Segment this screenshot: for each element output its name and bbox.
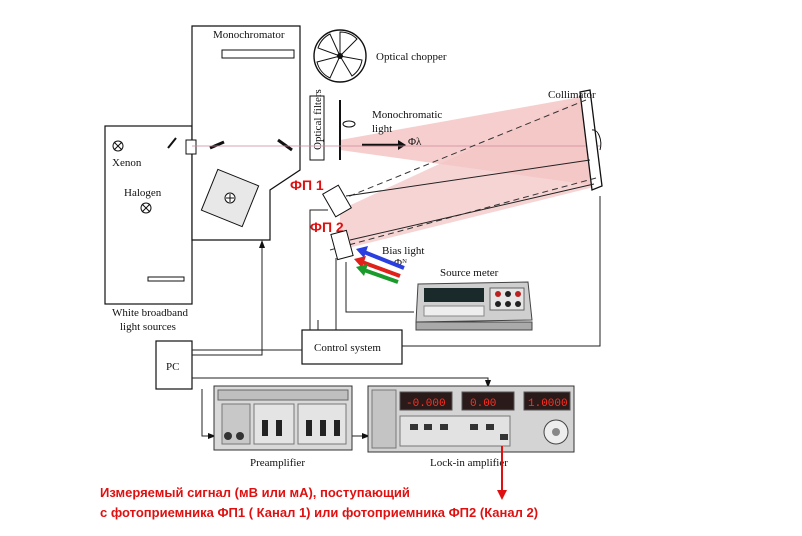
monochromatic-light-label-2: light [372, 123, 392, 135]
connection-wires [192, 196, 601, 439]
solid-path-fp1 [345, 159, 591, 197]
white-light-label-2: light sources [120, 321, 176, 333]
bias-arrow-blue [363, 250, 405, 270]
optical-filters [309, 95, 325, 161]
caption-line-1: Измеряемый сигнал (мВ или мА), поступающ… [100, 485, 410, 500]
lockin-display-2: 0.00 [470, 398, 496, 410]
fp2-detector [330, 229, 354, 261]
source-meter-label: Source meter [440, 267, 499, 279]
white-light-label-1: White broadband [112, 307, 189, 319]
source-mirror-1 [167, 137, 177, 149]
source-meter-device [415, 281, 533, 331]
control-system-label: Control system [314, 342, 381, 354]
mono-mirror-top [221, 49, 295, 59]
monochromator-label: Monochromator [213, 29, 285, 41]
bias-arrow-green [363, 268, 399, 284]
lockin-display-3: 1.0000 [528, 398, 568, 410]
collimator-label: Collimator [548, 89, 596, 101]
dashed-path-1 [339, 99, 587, 201]
lockin-label: Lock-in amplifier [430, 457, 508, 469]
bias-light-label: Bias light [382, 245, 424, 257]
monochromator-entrance-slit [185, 139, 197, 155]
halogen-label: Halogen [124, 187, 162, 199]
optical-chopper-label: Optical chopper [376, 51, 447, 63]
lockin-device [367, 385, 575, 453]
source-mirror-base [147, 276, 185, 282]
chopper-lens [342, 120, 356, 128]
control-system-box [301, 329, 403, 365]
light-source-box [104, 125, 193, 305]
reflected-beam [340, 96, 598, 250]
monochromatic-light-label-1: Monochromatic [372, 109, 442, 121]
pc-box [155, 340, 193, 390]
caption-line-2: с фотоприемника ФП1 ( Канал 1) или фотоп… [100, 505, 538, 520]
dashed-path-2 [329, 177, 597, 251]
pc-label: PC [166, 361, 179, 373]
fp1-detector [322, 184, 352, 218]
xenon-label: Xenon [112, 157, 142, 169]
phi-lambda-label: Φλ [408, 136, 422, 148]
optical-chopper-icon [313, 29, 367, 83]
collimator-mirror [579, 89, 603, 191]
solid-path-fp2 [349, 183, 595, 241]
lockin-display-1: -0.000 [406, 398, 446, 410]
optical-filters-label: Optical filters [312, 89, 324, 150]
preamplifier-label: Preamplifier [250, 457, 305, 469]
preamplifier-device [213, 385, 353, 451]
bias-arrow-red [361, 260, 401, 278]
fp2-label: ФП 2 [310, 219, 344, 235]
fp1-label: ФП 1 [290, 177, 324, 193]
